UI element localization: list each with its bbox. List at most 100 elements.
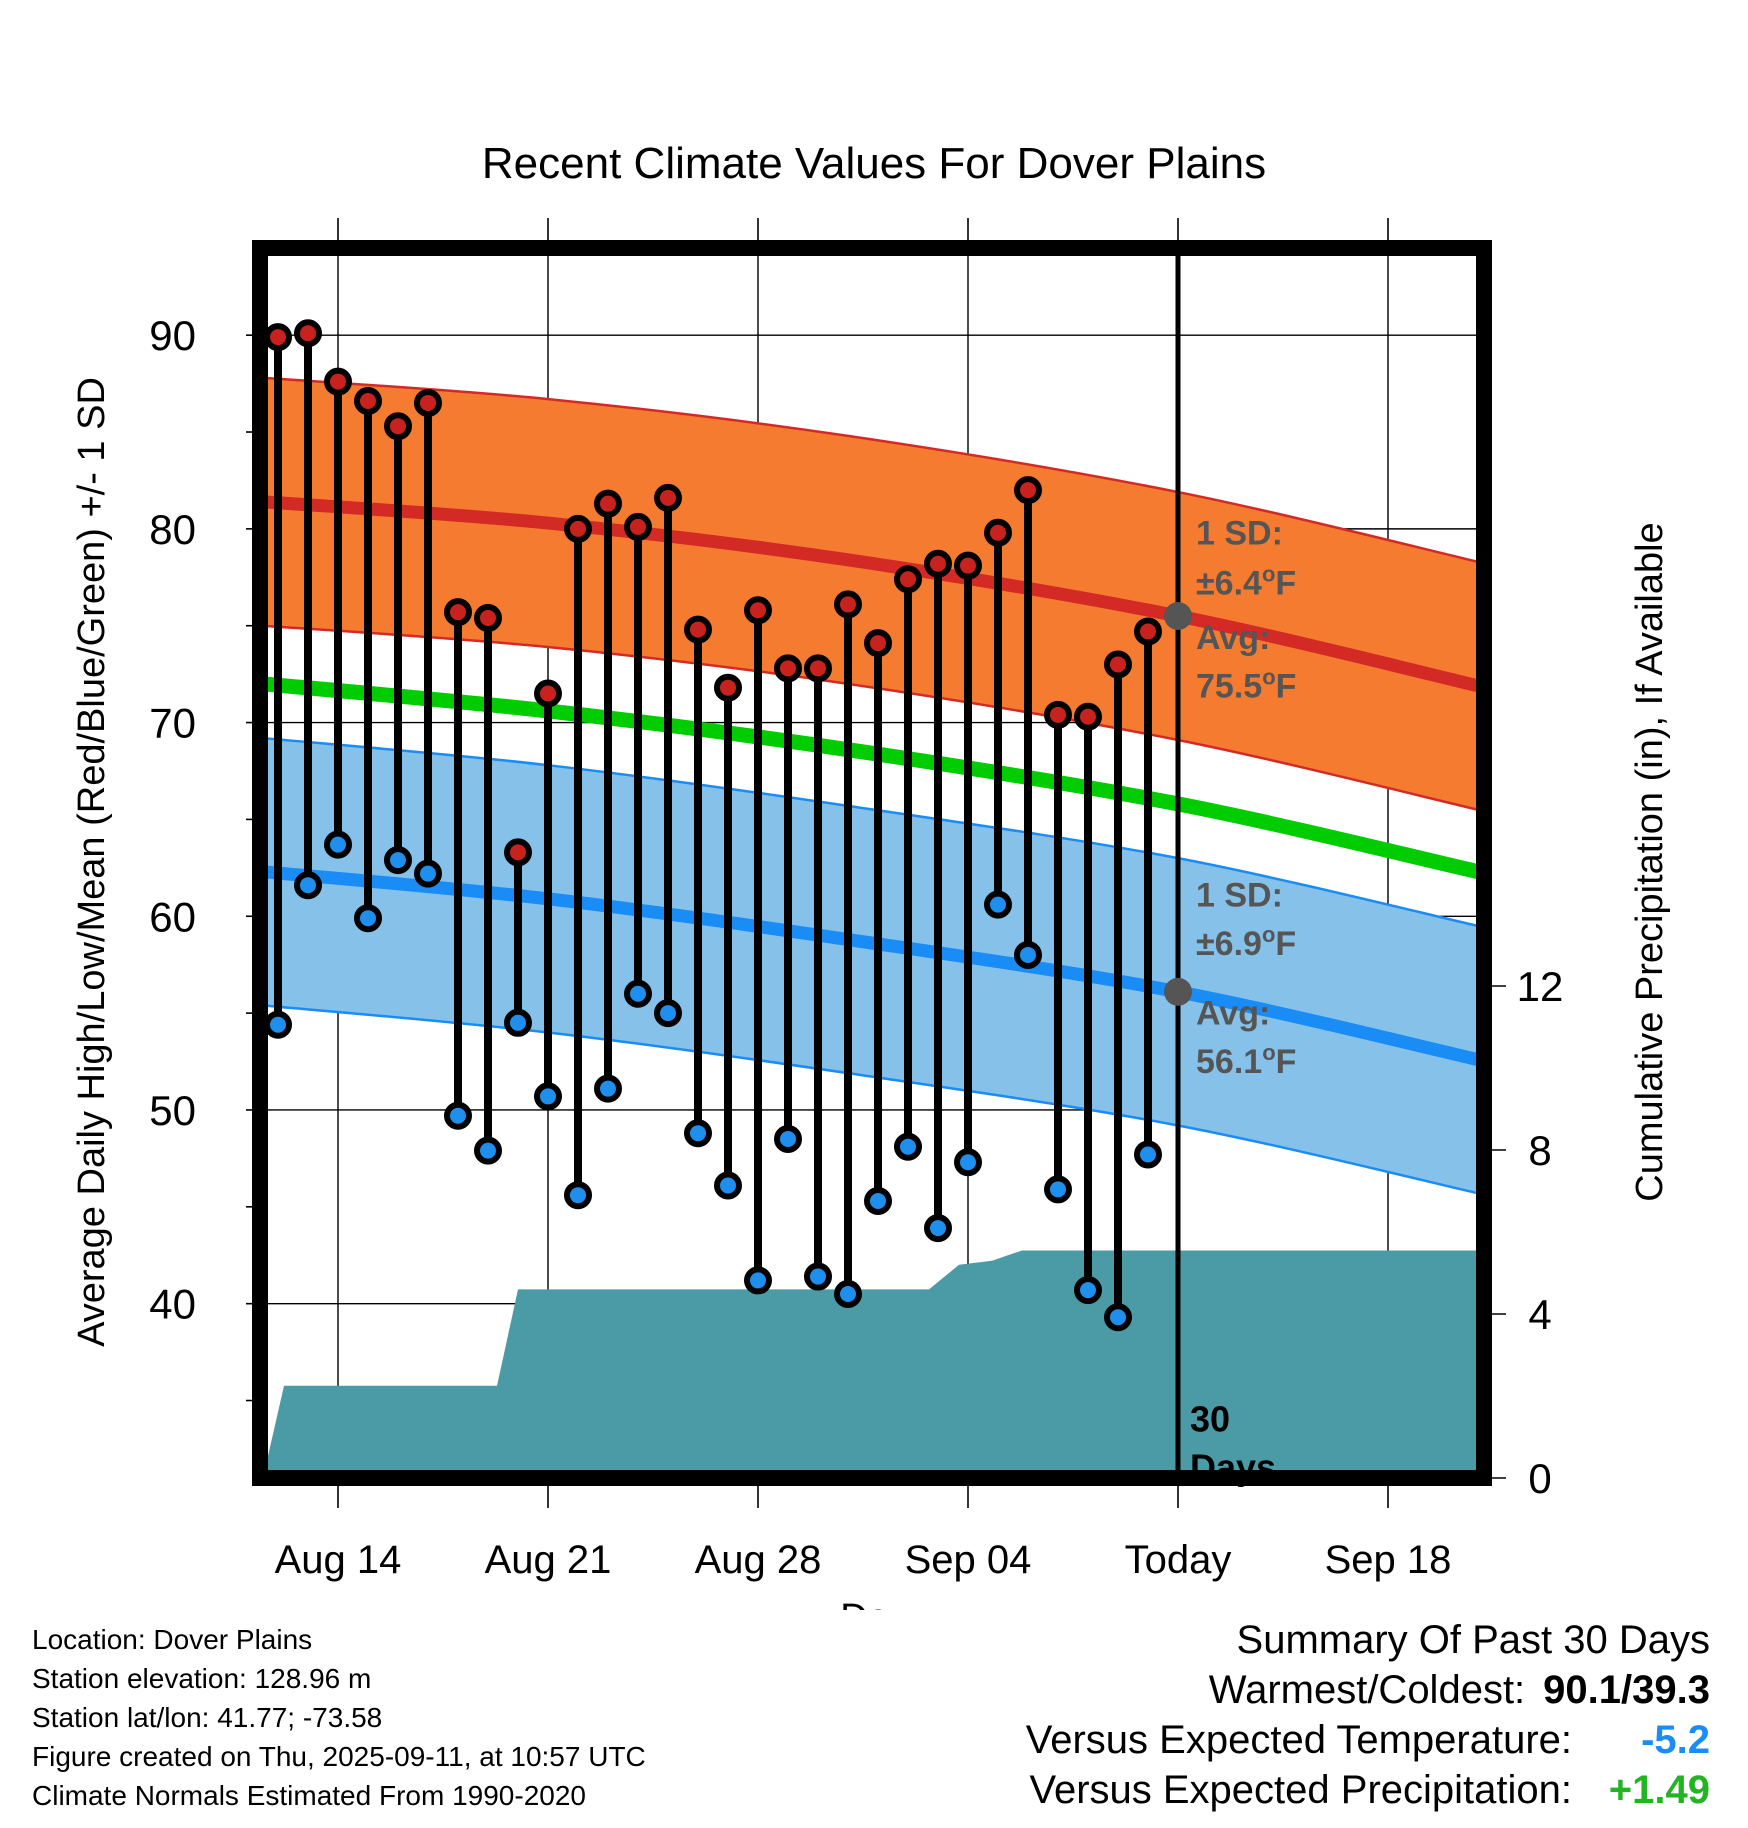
y-tick-label: 50 bbox=[149, 1087, 196, 1134]
daily-high-point bbox=[264, 323, 292, 352]
low-sd-label: 1 SD: bbox=[1196, 877, 1283, 915]
y-tick-label: 70 bbox=[149, 700, 196, 747]
daily-high-point bbox=[594, 489, 622, 518]
summary-warm-cold: Warmest/Coldest: 90.1/39.3 bbox=[1026, 1665, 1710, 1715]
daily-high-point bbox=[504, 838, 532, 867]
y2-tick-label: 12 bbox=[1517, 963, 1564, 1010]
summary-panel: Summary Of Past 30 Days Warmest/Coldest:… bbox=[1026, 1615, 1710, 1815]
daily-low-point bbox=[984, 890, 1012, 919]
y2-tick-label: 8 bbox=[1528, 1127, 1551, 1174]
daily-low-point bbox=[264, 1010, 292, 1039]
y-tick-label: 60 bbox=[149, 893, 196, 940]
x-tick-label: Aug 28 bbox=[695, 1538, 822, 1582]
created-text: Figure created on Thu, 2025-09-11, at 10… bbox=[32, 1741, 646, 1772]
daily-low-point bbox=[864, 1187, 892, 1216]
daily-high-point bbox=[564, 514, 592, 543]
daily-high-point bbox=[624, 512, 652, 541]
plot-frame bbox=[252, 240, 1492, 1486]
daily-low-point bbox=[294, 871, 322, 900]
summary-precip: Versus Expected Precipitation: +1.49 bbox=[1026, 1765, 1710, 1815]
precip-value: +1.49 bbox=[1608, 1768, 1710, 1812]
plot-area bbox=[260, 248, 1484, 1478]
high-sd-label: 1 SD: bbox=[1196, 514, 1283, 552]
daily-low-point bbox=[384, 846, 412, 875]
temp-value: -5.2 bbox=[1641, 1718, 1710, 1762]
high-avg-value: 75.5oF bbox=[1196, 664, 1296, 705]
daily-high-point bbox=[864, 629, 892, 658]
avg-high-line bbox=[262, 495, 1480, 693]
high-sd-upper-edge bbox=[262, 376, 1479, 564]
location-text: Location: Dover Plains bbox=[32, 1624, 313, 1655]
normals-text: Climate Normals Estimated From 1990-2020 bbox=[32, 1780, 586, 1811]
daily-low-point bbox=[954, 1148, 982, 1177]
y2-axis-label: Cumulative Precipitation (in), If Availa… bbox=[1629, 522, 1671, 1201]
daily-high-point bbox=[534, 679, 562, 708]
daily-low-point bbox=[834, 1279, 862, 1308]
daily-high-point bbox=[684, 615, 712, 644]
low-sd-band bbox=[263, 738, 1478, 1194]
y-tick-label: 90 bbox=[149, 312, 196, 359]
daily-high-point bbox=[444, 598, 472, 627]
low-sd-value: ±6.9oF bbox=[1196, 922, 1296, 963]
daily-low-point bbox=[444, 1101, 472, 1130]
high-avg-label: Avg: bbox=[1196, 619, 1270, 657]
low-avg-value: 56.1oF bbox=[1196, 1040, 1296, 1081]
daily-low-point bbox=[594, 1074, 622, 1103]
precip-label: Versus Expected Precipitation: bbox=[1029, 1768, 1572, 1812]
daily-high-point bbox=[414, 388, 442, 417]
daily-low-point bbox=[1074, 1276, 1102, 1305]
daily-low-point bbox=[654, 999, 682, 1028]
daily-high-point bbox=[474, 603, 502, 632]
daily-low-point bbox=[804, 1262, 832, 1291]
daily-high-point bbox=[834, 590, 862, 619]
daily-high-point bbox=[894, 565, 922, 594]
climate-chart: Recent Climate Values For Dover Plains 1… bbox=[71, 139, 1671, 1610]
y2-tick-label: 0 bbox=[1528, 1455, 1551, 1502]
daily-high-point bbox=[924, 549, 952, 578]
y2-tick-label: 4 bbox=[1528, 1291, 1551, 1338]
daily-low-point bbox=[924, 1214, 952, 1243]
daily-low-point bbox=[1044, 1175, 1072, 1204]
summary-temp: Versus Expected Temperature: -5.2 bbox=[1026, 1715, 1710, 1765]
daily-high-point bbox=[984, 518, 1012, 547]
summary-title: Summary Of Past 30 Days bbox=[1236, 1618, 1710, 1662]
x-axis-label: Day bbox=[840, 1597, 908, 1610]
y-tick-label: 80 bbox=[149, 506, 196, 553]
daily-low-point bbox=[564, 1181, 592, 1210]
x-tick-label: Today bbox=[1125, 1538, 1232, 1582]
warm-cold-label: Warmest/Coldest: bbox=[1208, 1668, 1526, 1712]
daily-low-point bbox=[1104, 1303, 1132, 1332]
daily-high-point bbox=[354, 387, 382, 416]
y-axis-label: Average Daily High/Low/Mean (Red/Blue/Gr… bbox=[71, 377, 113, 1347]
daily-high-point bbox=[804, 654, 832, 683]
today-avg-high-dot bbox=[1164, 602, 1192, 631]
daily-low-point bbox=[414, 859, 442, 888]
station-info: Location: Dover Plains Station elevation… bbox=[32, 1620, 646, 1815]
daily-low-point bbox=[474, 1136, 502, 1165]
low-avg-label: Avg: bbox=[1196, 995, 1270, 1033]
x-tick-label: Aug 14 bbox=[275, 1538, 402, 1582]
daily-low-point bbox=[504, 1008, 532, 1037]
daily-low-point bbox=[1134, 1140, 1162, 1169]
daily-high-point bbox=[384, 412, 412, 441]
daily-high-point bbox=[714, 673, 742, 702]
x-tick-label: Aug 21 bbox=[485, 1538, 612, 1582]
daily-low-point bbox=[714, 1171, 742, 1200]
high-sd-value: ±6.4oF bbox=[1196, 562, 1296, 603]
daily-low-point bbox=[324, 830, 352, 859]
daily-high-point bbox=[1134, 617, 1162, 646]
daily-low-point bbox=[744, 1266, 772, 1295]
latlon-text: Station lat/lon: 41.77; -73.58 bbox=[32, 1702, 383, 1733]
daily-high-point bbox=[744, 596, 772, 625]
daily-low-point bbox=[624, 979, 652, 1008]
daily-low-point bbox=[774, 1125, 802, 1154]
daily-low-point bbox=[534, 1082, 562, 1111]
daily-high-point bbox=[1044, 700, 1072, 729]
daily-low-point bbox=[354, 904, 382, 933]
daily-high-point bbox=[1014, 476, 1042, 505]
daily-high-point bbox=[1104, 650, 1132, 679]
daily-low-point bbox=[1014, 941, 1042, 970]
daily-high-point bbox=[774, 654, 802, 683]
precipitation-area bbox=[263, 1250, 1478, 1478]
warm-cold-value: 90.1/39.3 bbox=[1543, 1668, 1710, 1712]
